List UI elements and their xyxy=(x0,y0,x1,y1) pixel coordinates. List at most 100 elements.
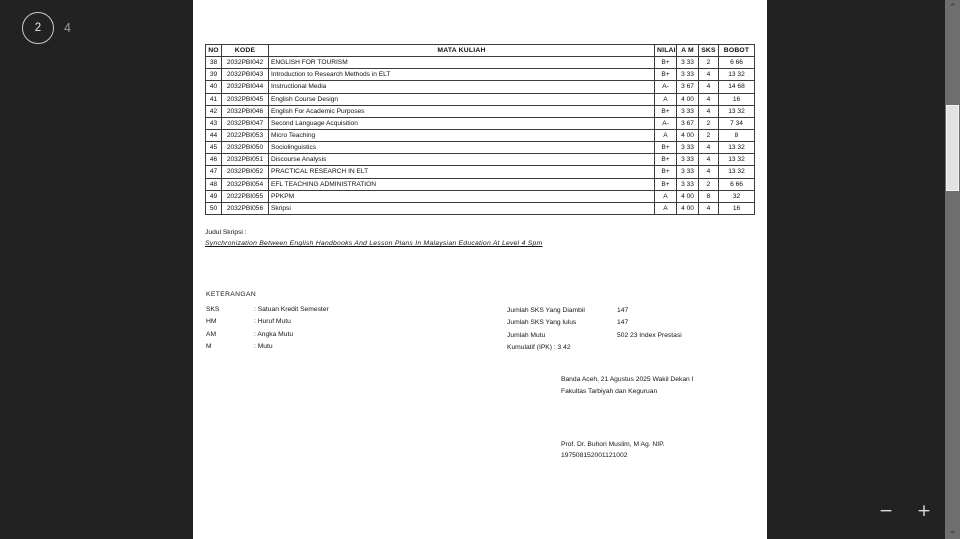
cell-no: 45 xyxy=(205,141,222,155)
cell-no: 42 xyxy=(205,104,222,118)
cell-nilai: B+ xyxy=(654,141,677,155)
cell-bobot: 32 xyxy=(718,189,755,203)
cell-kode: 2022PBI053 xyxy=(221,128,269,143)
column-header-nilai: NILAI xyxy=(654,43,677,58)
cell-angka-mutu: 4 00 xyxy=(676,189,699,203)
cell-nilai: B+ xyxy=(654,153,677,167)
zoom-in-icon[interactable]: + xyxy=(916,500,932,521)
cell-nilai: B+ xyxy=(654,56,677,70)
summary-label: Jumlah SKS Yang Diambil xyxy=(507,307,585,314)
cell-kode: 2032PBI052 xyxy=(221,165,269,179)
chevron-up-icon[interactable]: ⌃ xyxy=(948,3,957,13)
transcript-table-body: 38 2032PBI042 ENGLISH FOR TOURISM B+ 3 33 2 6 … xyxy=(205,56,755,215)
cell-sks: 4 xyxy=(698,92,719,106)
cell-bobot: 13 32 xyxy=(718,141,755,155)
current-page-badge[interactable]: 2 xyxy=(22,12,54,44)
cell-sks: 2 xyxy=(698,116,719,130)
cell-bobot: 6 66 xyxy=(718,177,755,191)
current-page-number: 2 xyxy=(34,22,42,34)
cell-bobot: 13 32 xyxy=(718,104,755,118)
cell-nilai: A- xyxy=(654,116,677,130)
cell-bobot: 13 32 xyxy=(718,153,755,167)
cell-sks: 4 xyxy=(698,80,719,94)
zoom-out-icon[interactable]: − xyxy=(878,500,894,521)
cell-mata-kuliah: English Course Design xyxy=(268,92,655,106)
cell-nilai: A- xyxy=(654,80,677,94)
summary-label: Jumlah SKS Yang lulus xyxy=(507,319,577,327)
column-header-mata-kuliah: MATA KULIAH xyxy=(268,43,655,58)
keterangan-row: HM: Huruf Mutu xyxy=(206,316,329,328)
cell-nilai: B+ xyxy=(654,68,677,82)
column-header-bobot: BOBOT xyxy=(718,43,755,58)
cell-angka-mutu: 3 33 xyxy=(676,56,699,70)
table-row: 48 2032PBI054 EFL TEACHING ADMINISTRATION B… xyxy=(205,177,755,191)
cell-sks: 4 xyxy=(698,141,719,155)
table-row: 45 2032PBI050 Sociolinguistics B+ 3 33 4 13 32 xyxy=(205,141,755,155)
summary-label: Jumlah Mutu xyxy=(507,331,546,339)
signer-nip: 197508152001121002 xyxy=(561,451,628,459)
cell-bobot: 6 66 xyxy=(718,56,755,70)
cell-bobot: 14 68 xyxy=(718,80,755,94)
cell-kode: 2032PBI051 xyxy=(221,153,269,167)
cell-no: 40 xyxy=(205,80,222,94)
cell-mata-kuliah: EFL TEACHING ADMINISTRATION xyxy=(268,177,655,191)
cell-angka-mutu: 3 33 xyxy=(676,177,699,191)
keterangan-row: M: Mutu xyxy=(206,341,329,353)
table-row: 41 2032PBI045 English Course Design A 4 00 4 1… xyxy=(205,92,755,106)
cell-sks: 4 xyxy=(698,68,719,82)
cell-bobot: 8 xyxy=(718,128,755,143)
column-header-no: NO xyxy=(205,43,222,58)
table-row: 38 2032PBI042 ENGLISH FOR TOURISM B+ 3 33 2 6 … xyxy=(205,56,755,70)
cell-angka-mutu: 3 67 xyxy=(676,80,699,94)
cell-angka-mutu: 3 33 xyxy=(676,141,699,155)
vertical-scrollbar[interactable]: ⌃ ⌄ xyxy=(945,0,960,539)
cell-no: 46 xyxy=(205,153,222,167)
table-row: 50 2032PBI056 Skripsi A 4 00 4 16 xyxy=(205,201,755,215)
cell-no: 41 xyxy=(205,92,222,106)
summary-value: 147 xyxy=(617,307,629,314)
table-header-row: NO KODE MATA KULIAH NILAI A M SKS BOBOT xyxy=(205,43,755,58)
keterangan-row: SKS: Satuan Kredit Semester xyxy=(206,304,329,316)
cell-angka-mutu: 3 67 xyxy=(676,116,699,130)
cell-nilai: B+ xyxy=(654,165,677,179)
transcript-table: NO KODE MATA KULIAH NILAI A M SKS BOBOT … xyxy=(205,43,755,215)
chevron-down-icon[interactable]: ⌄ xyxy=(948,526,957,536)
cell-mata-kuliah: Skripsi xyxy=(268,201,655,215)
column-header-sks: SKS xyxy=(698,43,719,58)
summary-row: Jumlah Mutu 502 23 Index Prestasi xyxy=(507,330,682,342)
cell-no: 48 xyxy=(205,177,222,191)
keterangan-value: : Huruf Mutu xyxy=(254,318,291,326)
cell-kode: 2032PBI054 xyxy=(221,177,269,191)
cell-nilai: A xyxy=(654,128,677,143)
summary-row: Jumlah SKS Yang Diambil 147 xyxy=(507,305,682,317)
scrollbar-thumb[interactable] xyxy=(946,105,959,191)
cell-mata-kuliah: Micro Teaching xyxy=(268,128,655,143)
cell-kode: 2032PBI050 xyxy=(221,141,269,155)
cell-mata-kuliah: Sociolinguistics xyxy=(268,141,655,155)
skripsi-section: Judul Skripsi : Synchronization Between … xyxy=(205,228,542,250)
cell-angka-mutu: 3 33 xyxy=(676,165,699,179)
cell-mata-kuliah: Second Language Acquisition xyxy=(268,116,655,130)
summary-list: Jumlah SKS Yang Diambil 147 Jumlah SKS Yan… xyxy=(507,305,682,342)
signature-header: Banda Aceh, 21 Agustus 2025 Wakil Dekan … xyxy=(561,374,693,397)
cell-mata-kuliah: Instructional Media xyxy=(268,80,655,94)
cell-kode: 2032PBI045 xyxy=(221,92,269,106)
cell-kode: 2032PBI042 xyxy=(221,56,269,70)
cell-mata-kuliah: PRACTICAL RESEARCH IN ELT xyxy=(268,165,655,179)
column-header-kode: KODE xyxy=(221,43,269,58)
cell-mata-kuliah: Introduction to Research Methods in ELT xyxy=(268,68,655,82)
keterangan-key: AM xyxy=(206,330,217,338)
table-row: 46 2032PBI051 Discourse Analysis B+ 3 33 4 13 … xyxy=(205,153,755,167)
cell-sks: 8 xyxy=(698,189,719,203)
cell-kode: 2032PBI043 xyxy=(221,68,269,82)
cell-kode: 2022PBI055 xyxy=(221,189,269,203)
keterangan-heading: KETERANGAN xyxy=(206,291,257,298)
cell-no: 39 xyxy=(205,68,222,82)
cell-nilai: A xyxy=(654,189,677,203)
table-row: 49 2022PBI055 PPKPM A 4 00 8 32 xyxy=(205,189,755,203)
cell-bobot: 16 xyxy=(718,201,755,215)
keterangan-list: SKS: Satuan Kredit Semester HM: Huruf Mut… xyxy=(206,304,329,354)
document-page[interactable]: NO KODE MATA KULIAH NILAI A M SKS BOBOT … xyxy=(193,0,767,539)
cell-no: 38 xyxy=(205,56,222,70)
